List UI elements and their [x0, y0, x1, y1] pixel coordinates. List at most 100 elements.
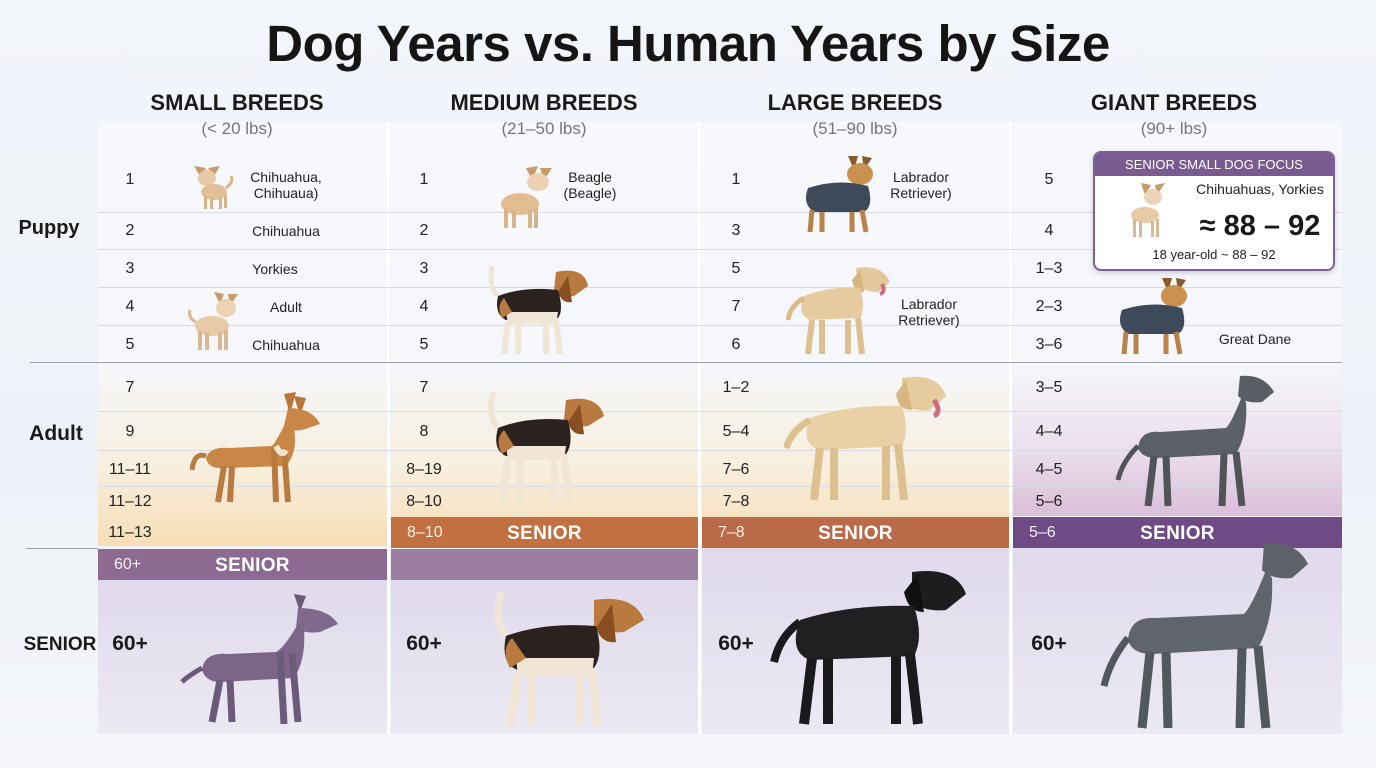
page-title: Dog Years vs. Human Years by Size	[266, 15, 1110, 72]
black-labrador-senior-illustration	[770, 570, 966, 725]
column-divider	[1009, 122, 1012, 734]
breed-label: Yorkies	[252, 261, 298, 277]
large-adult-value: 5–4	[722, 423, 750, 440]
great-dane-senior-illustration	[1100, 543, 1308, 729]
medium-puppy-value: 5	[419, 336, 429, 353]
section-divider	[30, 362, 1342, 363]
column-weight-range: (< 20 lbs)	[201, 119, 273, 138]
column-divider	[387, 122, 390, 734]
large-senior-value: 60+	[718, 632, 754, 655]
senior-small-dog-callout: SENIOR SMALL DOG FOCUS Chihuahuas, Yorki…	[1093, 151, 1335, 271]
row-divider	[98, 249, 1342, 250]
giant-puppy-value: 1–3	[1035, 260, 1063, 277]
small-puppy-value: 5	[125, 336, 135, 353]
section-divider	[26, 548, 98, 549]
beagle-young-illustration	[488, 265, 588, 355]
senior-band-large: 7–8 SENIOR	[702, 517, 1009, 548]
breed-label: Chihuahua, Chihuaua)	[250, 169, 322, 201]
chihuahua-callout-illustration	[1131, 183, 1165, 237]
small-adult-dog-illustration	[190, 392, 320, 503]
breed-label: Great Dane	[1218, 331, 1292, 347]
small-senior-dog-illustration	[180, 594, 338, 725]
large-puppy-value: 6	[731, 336, 741, 353]
medium-adult-value: 7	[419, 379, 429, 396]
giant-adult-value: 4–5	[1035, 461, 1063, 478]
senior-band-small: 60+ SENIOR	[98, 549, 387, 580]
large-puppy-value: 1	[731, 171, 741, 188]
column-divider	[698, 122, 701, 734]
callout-approx-value: ≈ 88 – 92	[1199, 210, 1321, 242]
large-adult-value: 7–6	[722, 461, 750, 478]
beagle-senior-illustration	[494, 590, 644, 727]
band-label: SENIOR	[1140, 523, 1215, 544]
small-adult-value: 7	[125, 379, 135, 396]
small-adult-value: 11–12	[108, 493, 152, 510]
medium-puppy-value: 4	[419, 298, 429, 315]
band-value: 7–8	[718, 524, 745, 541]
column-header-medium: MEDIUM BREEDS (21–50 lbs)	[394, 90, 694, 139]
breed-label: Labrador Retriever)	[898, 296, 960, 328]
great-dane-adult-illustration	[1115, 375, 1274, 507]
callout-note: 18 year-old ~ 88 – 92	[1152, 247, 1276, 262]
small-adult-value: 11–11	[108, 461, 152, 478]
giant-puppy-value: 4	[1044, 222, 1054, 239]
row-divider	[98, 287, 1342, 288]
medium-adult-value: 8–10	[406, 493, 442, 510]
breed-label: Chihuahua	[252, 337, 320, 353]
beagle-puppy-illustration	[501, 166, 552, 228]
senior-band-medium-lower	[391, 549, 698, 580]
column-title: LARGE BREEDS	[767, 90, 943, 115]
labrador-puppy-illustration	[786, 267, 890, 355]
column-header-giant: GIANT BREEDS (90+ lbs)	[1024, 90, 1324, 139]
row-divider	[98, 486, 1342, 487]
medium-adult-value: 8	[419, 423, 429, 440]
giant-adult-value: 5–6	[1035, 493, 1063, 510]
medium-adult-value: 8–19	[406, 461, 442, 478]
callout-breeds: Chihuahuas, Yorkies	[1196, 181, 1324, 197]
senior-band-giant: 5–6 SENIOR	[1013, 517, 1342, 548]
column-header-large: LARGE BREEDS (51–90 lbs)	[705, 90, 1005, 139]
large-puppy-value: 7	[731, 298, 741, 315]
beagle-adult-illustration	[487, 390, 604, 503]
column-title: MEDIUM BREEDS	[450, 90, 638, 115]
medium-senior-value: 60+	[406, 632, 442, 655]
column-header-small: SMALL BREEDS (< 20 lbs)	[87, 90, 387, 139]
column-weight-range: (51–90 lbs)	[812, 119, 898, 138]
medium-puppy-value: 1	[419, 171, 429, 188]
giant-adult-value: 3–5	[1035, 379, 1063, 396]
small-adult-value: 9	[125, 423, 135, 440]
giant-senior-value: 60+	[1031, 632, 1067, 655]
small-senior-value: 60+	[112, 632, 148, 655]
small-adult-value: 11–13	[108, 524, 152, 541]
row-divider	[98, 450, 1342, 451]
column-title: GIANT BREEDS	[1090, 90, 1258, 115]
small-puppy-value: 4	[125, 298, 135, 315]
row-divider	[98, 325, 1342, 326]
band-value: 5–6	[1029, 524, 1056, 541]
medium-puppy-value: 3	[419, 260, 429, 277]
small-puppy-value: 2	[125, 222, 135, 239]
giant-puppy-value: 5	[1044, 171, 1054, 188]
row-label-adult: Adult	[29, 422, 83, 445]
band-label: SENIOR	[507, 523, 582, 544]
chihuahua-adult-illustration	[188, 292, 238, 350]
band-label: SENIOR	[215, 555, 290, 576]
large-puppy-value: 5	[731, 260, 741, 277]
row-divider	[98, 212, 1342, 213]
adult-zone-tint-large	[702, 364, 1009, 546]
large-adult-value: 7–8	[722, 493, 750, 510]
column-weight-range: (90+ lbs)	[1140, 119, 1208, 138]
breed-label: Chihuahua	[252, 223, 320, 239]
large-puppy-value: 3	[731, 222, 741, 239]
yorkie-puppy-illustration	[806, 156, 873, 233]
giant-puppy-value: 3–6	[1035, 336, 1063, 353]
row-label-puppy: Puppy	[18, 217, 80, 239]
medium-puppy-value: 2	[419, 222, 429, 239]
band-label: SENIOR	[818, 523, 893, 544]
band-value: 60+	[114, 556, 142, 573]
column-weight-range: (21–50 lbs)	[501, 119, 587, 138]
breed-label: Adult	[270, 299, 302, 315]
large-adult-value: 1–2	[722, 379, 750, 396]
small-puppy-value: 3	[125, 260, 135, 277]
yorkie-illustration	[1120, 278, 1187, 355]
